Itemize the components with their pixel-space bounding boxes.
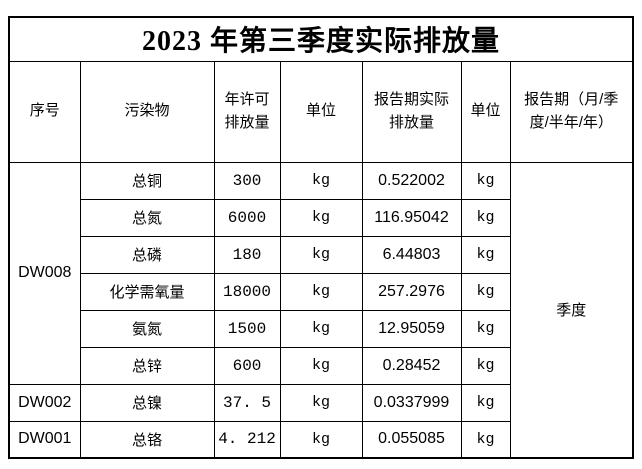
- actual-cell: 257.2976: [361, 272, 462, 311]
- table-row-total-copper: DW008 总铜 300 kg 0.522002 kg 季度: [8, 161, 634, 459]
- permitted-cell: 300: [213, 161, 281, 200]
- pollutant-cell: 总铜: [79, 161, 215, 200]
- table-row-total-zinc: 总锌 600 kg 0.28452 kg: [9, 346, 633, 385]
- col-header-unit-2: 单位: [460, 60, 511, 163]
- col-header-period: 报告期（月/季 度/半年/年）: [509, 60, 634, 163]
- col-header-unit-1: 单位: [279, 60, 363, 163]
- pollutant-cell: 总氮: [79, 198, 215, 237]
- unit-cell: kg: [279, 420, 363, 459]
- permitted-cell: 6000: [213, 198, 281, 237]
- table-row-ammonia-nitrogen: 氨氮 1500 kg 12.95059 kg: [9, 309, 633, 348]
- unit-cell: kg: [460, 309, 511, 348]
- actual-cell: 0.28452: [361, 346, 462, 385]
- actual-cell: 0.055085: [361, 420, 462, 459]
- permitted-cell: 37. 5: [213, 383, 281, 422]
- unit-cell: kg: [460, 161, 511, 200]
- permitted-cell: 180: [213, 235, 281, 274]
- unit-cell: kg: [279, 383, 363, 422]
- unit-cell: kg: [279, 272, 363, 311]
- permitted-cell: 4. 212: [213, 420, 281, 459]
- pollutant-cell: 总磷: [79, 235, 215, 274]
- actual-cell: 6.44803: [361, 235, 462, 274]
- unit-cell: kg: [460, 198, 511, 237]
- permitted-cell: 1500: [213, 309, 281, 348]
- table-row-total-chromium: DW001 总铬 4. 212 kg 0.055085 kg: [8, 420, 633, 459]
- actual-cell: 0.522002: [361, 161, 462, 200]
- pollutant-cell: 氨氮: [79, 309, 215, 348]
- unit-cell: kg: [279, 309, 363, 348]
- table-row-total-phosphorus: 总磷 180 kg 6.44803 kg: [9, 235, 633, 274]
- serial-cell-dw001: DW001: [8, 420, 81, 459]
- unit-cell: kg: [460, 235, 511, 274]
- pollutant-cell: 总锌: [79, 346, 215, 385]
- table-title-row: 2023 年第三季度实际排放量: [8, 16, 634, 62]
- col-header-permitted: 年许可 排放量: [213, 60, 281, 163]
- unit-cell: kg: [279, 161, 363, 200]
- col-header-serial: 序号: [8, 60, 81, 163]
- col-header-pollutant: 污染物: [79, 60, 215, 163]
- table-row-total-nickel: DW002 总镍 37. 5 kg 0.0337999 kg: [8, 383, 633, 422]
- serial-cell-dw008: DW008: [8, 161, 81, 385]
- emissions-table: 2023 年第三季度实际排放量 序号 污染物 年许可 排放量 单位 报告期实际 …: [8, 16, 635, 459]
- actual-cell: 12.95059: [361, 309, 462, 348]
- unit-cell: kg: [460, 272, 511, 311]
- permitted-cell: 600: [213, 346, 281, 385]
- serial-cell-dw002: DW002: [8, 383, 81, 422]
- unit-cell: kg: [460, 420, 511, 459]
- unit-cell: kg: [279, 346, 363, 385]
- pollutant-cell: 总铬: [79, 420, 215, 459]
- actual-cell: 0.0337999: [361, 383, 462, 422]
- pollutant-cell: 总镍: [79, 383, 215, 422]
- table-title: 2023 年第三季度实际排放量: [8, 16, 634, 62]
- unit-cell: kg: [460, 346, 511, 385]
- table-row-total-nitrogen: 总氮 6000 kg 116.95042 kg: [9, 198, 633, 237]
- table-header-row: 序号 污染物 年许可 排放量 单位 报告期实际 排放量 单位 报告期（月/季 度…: [8, 60, 634, 163]
- table-row-cod: 化学需氧量 18000 kg 257.2976 kg: [9, 272, 633, 311]
- col-header-actual: 报告期实际 排放量: [361, 60, 462, 163]
- permitted-cell: 18000: [213, 272, 281, 311]
- actual-cell: 116.95042: [361, 198, 462, 237]
- unit-cell: kg: [279, 198, 363, 237]
- unit-cell: kg: [460, 383, 511, 422]
- unit-cell: kg: [279, 235, 363, 274]
- period-cell: 季度: [509, 161, 634, 459]
- pollutant-cell: 化学需氧量: [79, 272, 215, 311]
